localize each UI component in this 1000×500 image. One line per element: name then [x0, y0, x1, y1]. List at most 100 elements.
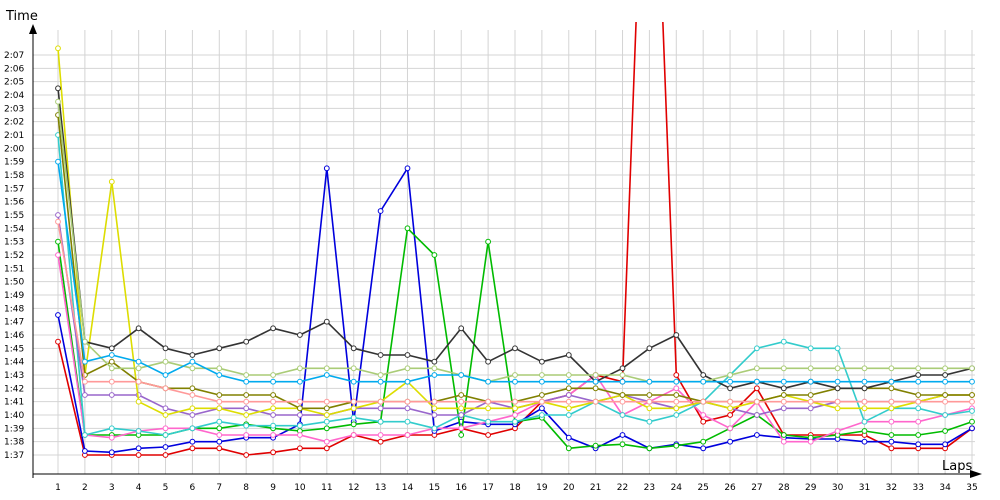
data-point	[780, 398, 787, 405]
data-point	[888, 418, 895, 425]
data-point	[135, 445, 142, 452]
data-point	[216, 392, 223, 398]
data-point	[162, 345, 169, 352]
data-point	[834, 385, 841, 392]
data-point	[323, 425, 330, 432]
data-point	[108, 434, 115, 441]
data-point	[512, 412, 518, 418]
y-tick-label: 1:39	[4, 424, 24, 434]
data-point	[216, 432, 223, 438]
data-point	[646, 378, 653, 385]
data-point	[780, 438, 787, 445]
data-point	[404, 365, 411, 372]
data-point	[861, 385, 868, 392]
data-point	[861, 365, 868, 372]
data-point	[297, 378, 303, 385]
data-point	[565, 398, 572, 405]
data-point	[243, 378, 250, 385]
data-point	[969, 418, 975, 425]
data-point	[727, 372, 733, 378]
data-point	[404, 398, 411, 405]
data-point	[458, 372, 465, 378]
data-point	[162, 412, 169, 418]
data-point	[216, 418, 223, 425]
data-point	[243, 452, 250, 458]
data-point	[377, 438, 384, 445]
tick-labels: 1:37 1:38 1:39 1:40 1:41 1:42 1:43 1:44 1:45 1:46…	[4, 51, 978, 493]
data-point	[485, 358, 492, 365]
x-tick-label: 34	[939, 483, 951, 493]
x-tick-label: 22	[617, 483, 628, 493]
data-point	[323, 318, 330, 325]
data-point	[592, 372, 599, 378]
y-tick-label: 2:07	[4, 51, 24, 61]
data-point	[565, 378, 572, 385]
data-point	[592, 442, 599, 449]
data-point	[861, 378, 868, 385]
data-point	[780, 392, 787, 398]
y-tick-label: 1:53	[4, 238, 24, 248]
data-point	[270, 378, 277, 385]
x-tick-label: 8	[243, 483, 249, 493]
data-point	[377, 378, 384, 385]
data-point	[135, 452, 142, 458]
x-tick-label: 10	[294, 483, 306, 493]
x-tick-label: 3	[109, 483, 115, 493]
data-point	[216, 438, 223, 445]
data-point	[297, 398, 303, 405]
data-point	[915, 398, 922, 405]
x-tick-label: 2	[82, 483, 88, 493]
data-point	[512, 372, 518, 378]
data-point	[350, 365, 357, 372]
data-point	[458, 398, 465, 405]
data-point	[485, 418, 492, 425]
data-point	[834, 378, 841, 385]
data-point	[431, 252, 438, 258]
data-point	[350, 432, 357, 438]
data-point	[55, 85, 61, 92]
data-point	[189, 392, 196, 398]
data-point	[565, 372, 572, 378]
data-point	[565, 412, 572, 418]
data-point	[915, 432, 922, 438]
data-point	[565, 445, 572, 452]
data-point	[942, 372, 948, 378]
x-tick-label: 11	[321, 483, 332, 493]
data-point	[216, 365, 223, 372]
data-point	[55, 158, 61, 165]
data-point	[780, 378, 787, 385]
data-point	[216, 372, 223, 378]
data-point	[539, 405, 545, 412]
data-point	[404, 418, 411, 425]
x-tick-label: 26	[724, 483, 736, 493]
y-tick-label: 2:04	[4, 91, 24, 101]
data-point	[82, 448, 88, 454]
x-tick-label: 23	[644, 483, 655, 493]
data-point	[592, 398, 599, 405]
data-point	[55, 338, 61, 345]
data-point	[189, 352, 196, 358]
data-point	[861, 428, 868, 434]
data-point	[969, 392, 975, 398]
y-tick-label: 1:45	[4, 344, 24, 354]
data-point	[297, 412, 303, 418]
data-point	[539, 412, 545, 418]
data-point	[646, 398, 653, 405]
data-point	[404, 378, 411, 385]
data-point	[323, 412, 330, 418]
data-point	[350, 405, 357, 412]
data-point	[350, 378, 357, 385]
y-tick-label: 2:02	[4, 118, 24, 128]
data-point	[673, 378, 680, 385]
data-point	[189, 385, 196, 392]
data-point	[108, 392, 115, 398]
y-tick-label: 1:54	[4, 224, 24, 234]
x-tick-label: 19	[536, 483, 548, 493]
data-point	[915, 441, 922, 448]
data-point	[727, 425, 733, 432]
data-point	[485, 398, 492, 405]
data-point	[727, 438, 733, 445]
data-point	[162, 358, 169, 365]
data-point	[189, 365, 196, 372]
data-point	[55, 218, 61, 225]
